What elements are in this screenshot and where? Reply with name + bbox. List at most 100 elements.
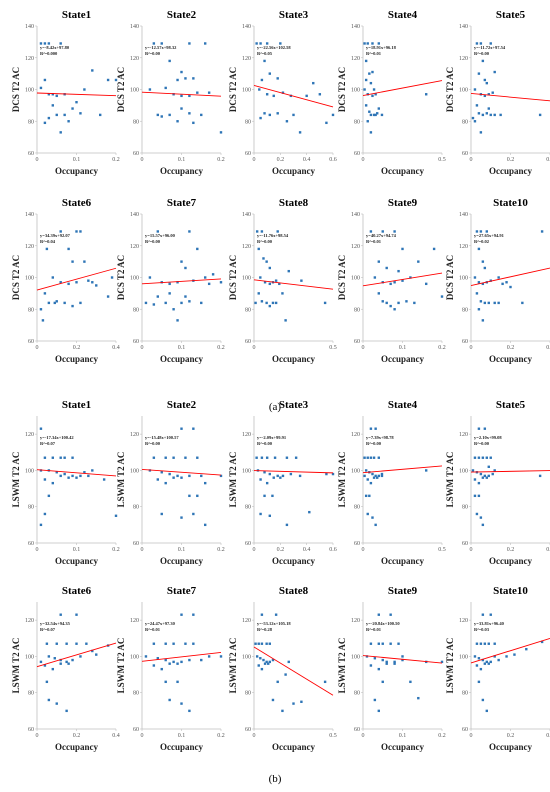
data-point xyxy=(473,655,477,658)
data-point xyxy=(381,680,384,684)
panel-title: State4 xyxy=(388,9,418,21)
data-point xyxy=(331,113,335,117)
data-point xyxy=(95,284,98,287)
data-point xyxy=(363,88,366,91)
data-point xyxy=(489,42,492,45)
data-point xyxy=(271,301,275,305)
data-point xyxy=(168,59,171,63)
data-point xyxy=(493,655,496,658)
y-tick-label: 100 xyxy=(351,276,360,282)
trend-line xyxy=(141,278,222,285)
data-point xyxy=(71,474,74,478)
data-point xyxy=(47,42,51,45)
data-point xyxy=(371,94,374,98)
data-point xyxy=(39,308,43,311)
panel-title: State2 xyxy=(167,399,197,411)
y-tick-label: 100 xyxy=(25,88,34,94)
data-point xyxy=(487,107,490,110)
fit-r-squared: R²=0.00 xyxy=(257,239,273,244)
y-axis-label: LSWM T2 AC xyxy=(337,638,347,694)
data-point xyxy=(477,247,481,251)
data-point xyxy=(51,93,54,96)
data-point xyxy=(292,702,295,705)
data-point xyxy=(71,456,74,459)
data-point xyxy=(274,301,278,305)
data-point xyxy=(373,698,377,702)
data-point xyxy=(176,680,179,684)
data-point xyxy=(440,295,444,298)
panel-title: State3 xyxy=(279,9,309,21)
data-point xyxy=(63,456,66,459)
fit-r-squared: R²=0.03 xyxy=(474,627,490,632)
x-tick-label: 0 xyxy=(36,733,39,739)
y-tick-label: 120 xyxy=(459,56,468,62)
data-point xyxy=(268,113,271,117)
data-point xyxy=(477,281,481,284)
data-point xyxy=(67,247,70,251)
y-axis-label: LSWM T2 AC xyxy=(11,638,21,694)
data-point xyxy=(172,642,175,645)
data-point xyxy=(366,42,369,45)
data-point xyxy=(276,680,279,684)
data-point xyxy=(196,247,199,251)
data-point xyxy=(160,42,163,45)
data-point xyxy=(284,673,287,676)
data-point xyxy=(91,281,94,284)
fit-equation: y=-53.12x+105.18 xyxy=(257,621,291,626)
trend-line xyxy=(253,279,334,290)
data-point xyxy=(369,230,373,233)
data-point xyxy=(374,474,377,478)
fit-equation: y=-8.42x+97.80 xyxy=(40,45,70,50)
data-point xyxy=(292,113,295,117)
data-point xyxy=(389,613,392,616)
x-tick-label: 0.4 xyxy=(303,157,311,163)
data-point xyxy=(485,709,488,713)
trend-line xyxy=(470,267,550,287)
data-point xyxy=(487,642,490,645)
data-point xyxy=(397,642,400,645)
data-point xyxy=(369,81,373,85)
data-point xyxy=(63,301,66,305)
data-point xyxy=(481,523,485,527)
data-point xyxy=(323,680,327,684)
data-point xyxy=(481,698,485,702)
fit-equation: y=-11.76x+98.54 xyxy=(257,233,289,238)
x-tick-label: 0.1 xyxy=(178,157,186,163)
data-point xyxy=(475,292,479,295)
data-point xyxy=(325,121,328,125)
data-point xyxy=(483,642,487,645)
data-point xyxy=(363,42,366,45)
fit-r-squared: R²=0.01 xyxy=(366,627,382,632)
data-point xyxy=(188,494,191,498)
data-point xyxy=(45,247,49,251)
data-point xyxy=(366,120,369,123)
y-tick-label: 80 xyxy=(133,505,139,511)
data-point xyxy=(259,657,262,660)
data-point xyxy=(75,476,78,479)
y-tick-label: 60 xyxy=(245,727,251,733)
scatter-panel-state3: State3 60 80 100 120 0 0.2 0.4 0.6 Occupancy LSWM … xyxy=(228,399,337,566)
data-point xyxy=(87,474,90,478)
data-point xyxy=(372,456,376,459)
data-point xyxy=(79,301,82,305)
scatter-panel-state7: State7 60 80 100 120 140 0 0.1 0.2 Occupancy DCS T… xyxy=(116,197,225,364)
data-point xyxy=(521,301,524,305)
data-point xyxy=(265,260,268,263)
data-point xyxy=(144,301,148,305)
trend-line xyxy=(253,470,334,474)
data-point xyxy=(481,658,485,662)
data-point xyxy=(374,427,377,430)
y-tick-label: 60 xyxy=(28,151,34,157)
y-tick-label: 100 xyxy=(130,276,139,282)
x-axis-label: Occupancy xyxy=(160,742,204,752)
data-point xyxy=(200,113,203,117)
data-point xyxy=(160,115,163,118)
data-point xyxy=(39,523,43,527)
data-point xyxy=(287,269,290,273)
data-point xyxy=(479,131,483,134)
data-point xyxy=(156,113,159,117)
data-point xyxy=(485,476,488,479)
trend-line xyxy=(470,470,550,473)
y-tick-label: 120 xyxy=(242,244,251,250)
scatter-panel-state4: State4 60 80 100 120 140 0 0.5 Occupancy DCS T2 A… xyxy=(337,9,446,176)
